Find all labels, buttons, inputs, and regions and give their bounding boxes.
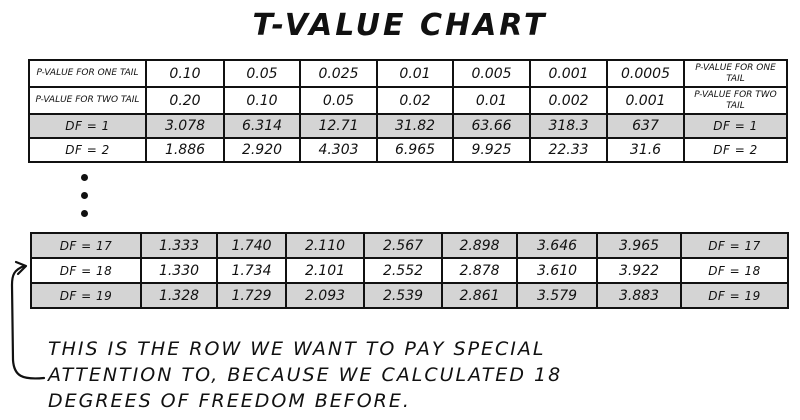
- df-label-cell: df = 17: [680, 232, 789, 259]
- note-line: degrees of freedom before.: [48, 390, 411, 412]
- df-label-cell: df = 2: [683, 137, 788, 163]
- table-row: df = 1 3.078 6.314 12.71 31.82 63.66 318.3 637 d…: [28, 113, 788, 139]
- value-cell: 3.579: [516, 282, 598, 309]
- ellipsis-dot: [81, 210, 88, 217]
- value-cell: 2.101: [285, 257, 365, 284]
- value-cell: 0.20: [145, 86, 225, 115]
- annotation-note: This is the row we want to pay special a…: [48, 336, 648, 414]
- value-cell: 2.539: [363, 282, 443, 309]
- df-label-cell: df = 2: [28, 137, 147, 163]
- value-cell: 2.898: [441, 232, 518, 259]
- value-cell: 4.303: [299, 137, 378, 163]
- value-cell: 318.3: [529, 113, 608, 139]
- value-cell: 0.001: [529, 59, 608, 88]
- value-cell: 1.333: [140, 232, 218, 259]
- value-cell: 637: [606, 113, 685, 139]
- value-cell: 0.0005: [606, 59, 685, 88]
- value-cell: 2.861: [441, 282, 518, 309]
- table-row: df = 17 1.333 1.740 2.110 2.567 2.898 3.646 3.9…: [30, 232, 789, 259]
- row-header-cell: p-value for two tail: [683, 86, 788, 115]
- value-cell: 2.878: [441, 257, 518, 284]
- ellipsis-dot: [81, 174, 88, 181]
- value-cell: 0.05: [223, 59, 301, 88]
- value-cell: 2.093: [285, 282, 365, 309]
- value-cell: 31.82: [376, 113, 454, 139]
- value-cell: 3.078: [145, 113, 225, 139]
- value-cell: 0.10: [145, 59, 225, 88]
- value-cell: 3.646: [516, 232, 598, 259]
- value-cell: 1.886: [145, 137, 225, 163]
- value-cell: 1.729: [216, 282, 287, 309]
- value-cell: 3.922: [596, 257, 682, 284]
- value-cell: 9.925: [452, 137, 531, 163]
- table-row: p-value for two tail 0.20 0.10 0.05 0.02 0.01…: [28, 86, 788, 115]
- df-label-cell: df = 19: [680, 282, 789, 309]
- ellipsis-dot: [81, 192, 88, 199]
- value-cell: 2.567: [363, 232, 443, 259]
- value-cell: 31.6: [606, 137, 685, 163]
- page-title: T-value chart: [252, 8, 548, 43]
- table-row: df = 19 1.328 1.729 2.093 2.539 2.861 3.579 3.8…: [30, 282, 789, 309]
- value-cell: 6.314: [223, 113, 301, 139]
- value-cell: 1.740: [216, 232, 287, 259]
- value-cell: 1.330: [140, 257, 218, 284]
- df-label-cell: df = 1: [28, 113, 147, 139]
- value-cell: 0.025: [299, 59, 378, 88]
- t-value-table-bottom: df = 17 1.333 1.740 2.110 2.567 2.898 3.646 3.9…: [30, 232, 789, 309]
- row-header-cell: p-value for one tail: [683, 59, 788, 88]
- value-cell: 0.01: [452, 86, 531, 115]
- value-cell: 0.02: [376, 86, 454, 115]
- t-value-table-top: p-value for one tail 0.10 0.05 0.025 0.01 0.0…: [28, 59, 788, 163]
- value-cell: 2.552: [363, 257, 443, 284]
- df-label-cell: df = 1: [683, 113, 788, 139]
- value-cell: 0.05: [299, 86, 378, 115]
- value-cell: 12.71: [299, 113, 378, 139]
- value-cell: 2.920: [223, 137, 301, 163]
- table-row: df = 18 1.330 1.734 2.101 2.552 2.878 3.610 3.9…: [30, 257, 789, 284]
- value-cell: 0.005: [452, 59, 531, 88]
- table-row: df = 2 1.886 2.920 4.303 6.965 9.925 22.33 31.6…: [28, 137, 788, 163]
- row-header-cell: p-value for two tail: [28, 86, 147, 115]
- value-cell: 0.001: [606, 86, 685, 115]
- value-cell: 0.01: [376, 59, 454, 88]
- value-cell: 0.002: [529, 86, 608, 115]
- value-cell: 63.66: [452, 113, 531, 139]
- note-line: This is the row we want to pay special: [48, 338, 546, 360]
- value-cell: 2.110: [285, 232, 365, 259]
- row-header-cell: p-value for one tail: [28, 59, 147, 88]
- value-cell: 1.734: [216, 257, 287, 284]
- value-cell: 3.610: [516, 257, 598, 284]
- table-row: p-value for one tail 0.10 0.05 0.025 0.01 0.0…: [28, 59, 788, 88]
- value-cell: 22.33: [529, 137, 608, 163]
- value-cell: 6.965: [376, 137, 454, 163]
- note-line: attention to, because we calculated 18: [48, 364, 563, 386]
- df-label-cell: df = 17: [30, 232, 142, 259]
- value-cell: 3.965: [596, 232, 682, 259]
- df-label-cell: df = 18: [680, 257, 789, 284]
- df-label-cell: df = 18: [30, 257, 142, 284]
- value-cell: 0.10: [223, 86, 301, 115]
- value-cell: 3.883: [596, 282, 682, 309]
- df-label-cell: df = 19: [30, 282, 142, 309]
- value-cell: 1.328: [140, 282, 218, 309]
